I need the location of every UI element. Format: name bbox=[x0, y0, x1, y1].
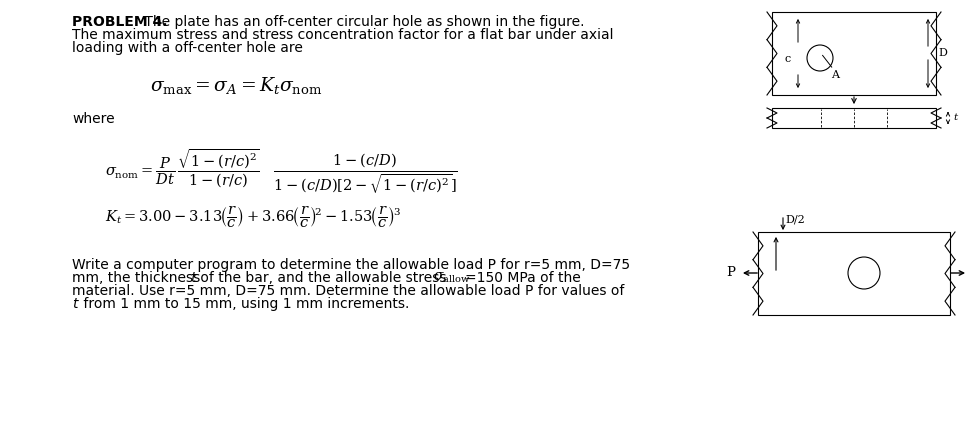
Text: $\sigma_{\mathrm{allow}}$: $\sigma_{\mathrm{allow}}$ bbox=[433, 271, 471, 286]
Text: P: P bbox=[726, 267, 735, 280]
Circle shape bbox=[848, 257, 880, 289]
Text: t: t bbox=[72, 297, 78, 311]
Text: t: t bbox=[953, 114, 957, 123]
Text: The maximum stress and stress concentration factor for a flat bar under axial: The maximum stress and stress concentrat… bbox=[72, 28, 614, 42]
Circle shape bbox=[807, 45, 833, 71]
Text: $\sigma_{\mathrm{max}} = \sigma_A = K_t\sigma_{\mathrm{nom}}$: $\sigma_{\mathrm{max}} = \sigma_A = K_t\… bbox=[150, 75, 322, 96]
Text: A: A bbox=[831, 70, 839, 80]
Text: D: D bbox=[938, 48, 947, 58]
Bar bbox=[772, 108, 936, 128]
Text: c: c bbox=[785, 54, 791, 64]
Text: $\sigma_{\mathrm{nom}} = \dfrac{P}{Dt}\,\dfrac{\sqrt{1-(r/c)^{2}}}{1-(r/c)}\quad: $\sigma_{\mathrm{nom}} = \dfrac{P}{Dt}\,… bbox=[105, 148, 458, 196]
Bar bbox=[772, 12, 936, 95]
Text: where: where bbox=[72, 112, 115, 126]
Text: loading with a off-center hole are: loading with a off-center hole are bbox=[72, 41, 303, 55]
Text: t: t bbox=[190, 271, 196, 285]
Text: material. Use r=5 mm, D=75 mm. Determine the allowable load P for values of: material. Use r=5 mm, D=75 mm. Determine… bbox=[72, 284, 625, 298]
Text: of the bar, and the allowable stress: of the bar, and the allowable stress bbox=[196, 271, 450, 285]
Text: from 1 mm to 15 mm, using 1 mm increments.: from 1 mm to 15 mm, using 1 mm increment… bbox=[79, 297, 410, 311]
Bar bbox=[758, 232, 950, 315]
Text: $K_t = 3.00 - 3.13\!\left(\dfrac{r}{c}\right) + 3.66\!\left(\dfrac{r}{c}\right)^: $K_t = 3.00 - 3.13\!\left(\dfrac{r}{c}\r… bbox=[105, 205, 401, 230]
Text: =150 MPa of the: =150 MPa of the bbox=[465, 271, 581, 285]
Text: Write a computer program to determine the allowable load P for r=5 mm, D=75: Write a computer program to determine th… bbox=[72, 258, 631, 272]
Text: mm, the thickness: mm, the thickness bbox=[72, 271, 204, 285]
Text: D/2: D/2 bbox=[785, 214, 805, 224]
Text: PROBLEM 4.: PROBLEM 4. bbox=[72, 15, 167, 29]
Text: The plate has an off-center circular hole as shown in the figure.: The plate has an off-center circular hol… bbox=[140, 15, 585, 29]
